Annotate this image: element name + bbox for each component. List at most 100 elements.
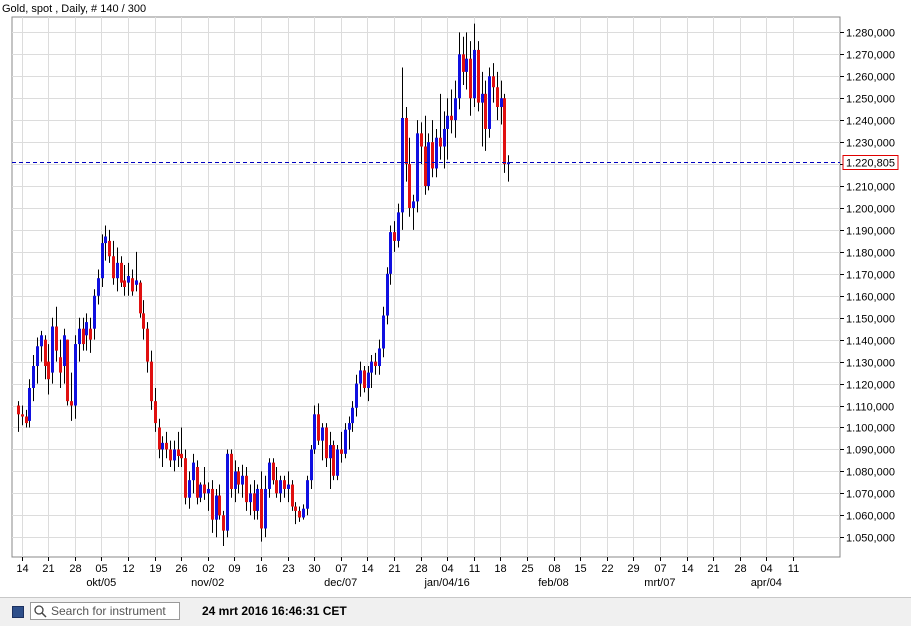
x-month-label: dec/07	[324, 577, 357, 589]
x-tick-label: 23	[282, 563, 294, 575]
candle-up	[359, 370, 362, 384]
y-tick-label: 1.270,000	[846, 50, 895, 62]
candle-up	[473, 49, 476, 99]
x-tick-label: 09	[228, 563, 240, 575]
candle-up	[32, 366, 35, 388]
candle-up	[412, 201, 415, 208]
candle-up	[127, 276, 130, 283]
x-tick-label: 15	[574, 563, 586, 575]
y-tick-label: 1.210,000	[846, 182, 895, 194]
last-price-label: 1.220,805	[846, 158, 895, 170]
x-tick-label: 02	[202, 563, 214, 575]
y-tick-label: 1.190,000	[846, 226, 895, 238]
y-tick-label: 1.140,000	[846, 336, 895, 348]
candle-up	[397, 212, 400, 241]
candle-up	[348, 423, 351, 430]
x-month-label: okt/05	[86, 577, 116, 589]
candle-down	[154, 401, 157, 424]
candle-down	[477, 49, 480, 103]
candle-down	[70, 401, 73, 406]
candle-down	[25, 416, 28, 424]
candle-up	[28, 387, 31, 421]
search-box[interactable]	[30, 602, 180, 620]
candle-up	[78, 328, 81, 345]
x-tick-label: 07	[654, 563, 666, 575]
x-tick-label: 16	[255, 563, 267, 575]
candle-up	[36, 346, 39, 367]
x-tick-label: 04	[760, 563, 772, 575]
search-input[interactable]	[51, 603, 179, 619]
candle-down	[158, 427, 161, 450]
candle-up	[481, 93, 484, 103]
candle-down	[294, 506, 297, 511]
candle-down	[150, 361, 153, 402]
x-tick-label: 28	[734, 563, 746, 575]
candle-down	[405, 117, 408, 165]
candle-up	[302, 508, 305, 518]
candle-down	[272, 462, 275, 481]
candle-up	[355, 383, 358, 408]
candle-down	[503, 98, 506, 165]
y-tick-label: 1.120,000	[846, 380, 895, 392]
candle-up	[93, 295, 96, 329]
candle-down	[230, 453, 233, 489]
candle-up	[367, 372, 370, 388]
candle-down	[298, 510, 301, 518]
candle-down	[340, 449, 343, 454]
candle-up	[370, 361, 373, 373]
x-month-label: feb/08	[538, 577, 569, 589]
candle-down	[203, 484, 206, 494]
x-tick-label: 11	[788, 563, 799, 575]
candle-down	[462, 54, 465, 72]
candle-down	[363, 370, 366, 388]
y-tick-label: 1.200,000	[846, 204, 895, 216]
candle-up	[389, 232, 392, 274]
y-tick-label: 1.170,000	[846, 270, 895, 282]
x-tick-label: 26	[175, 563, 187, 575]
candle-down	[21, 414, 24, 417]
x-tick-label: 21	[388, 563, 400, 575]
y-tick-label: 1.110,000	[846, 402, 894, 414]
candle-up	[234, 471, 237, 489]
x-tick-label: 14	[16, 563, 28, 575]
candle-up	[264, 488, 267, 529]
candle-up	[249, 493, 252, 503]
chart-plot[interactable]: 1.050,000 1.060,000 1.070,000 1.080,000 1.09…	[0, 0, 911, 597]
candle-up	[188, 480, 191, 498]
y-tick-label: 1.130,000	[846, 358, 895, 370]
candle-down	[44, 339, 47, 367]
x-month-label: apr/04	[751, 577, 782, 589]
candle-up	[435, 137, 438, 169]
x-tick-label: 22	[601, 563, 613, 575]
candle-up	[101, 243, 104, 279]
timestamp: 24 mrt 2016 16:46:31 CET	[202, 604, 347, 618]
window-square-icon[interactable]	[12, 606, 24, 618]
candle-up	[336, 449, 339, 476]
x-tick-label: 11	[469, 563, 480, 575]
candle-up	[507, 162, 510, 165]
candle-up	[351, 407, 354, 424]
candle-down	[374, 361, 377, 367]
x-tick-label: 29	[627, 563, 639, 575]
candle-up	[74, 344, 77, 406]
candle-down	[469, 58, 472, 99]
chart-axes: 1.050,000 1.060,000 1.070,000 1.080,000 1.09…	[12, 28, 899, 589]
candle-up	[161, 442, 164, 450]
x-tick-label: 05	[95, 563, 107, 575]
candle-down	[123, 280, 126, 287]
y-tick-label: 1.260,000	[846, 72, 895, 84]
chart-grid	[11, 16, 841, 558]
x-tick-label: 07	[335, 563, 347, 575]
x-month-label: nov/02	[191, 577, 224, 589]
candle-up	[427, 142, 430, 187]
candle-down	[82, 328, 85, 345]
y-tick-label: 1.080,000	[846, 467, 895, 479]
x-tick-label: 14	[681, 563, 693, 575]
candle-up	[116, 262, 119, 279]
candle-down	[431, 142, 434, 169]
candle-down	[169, 449, 172, 461]
candle-down	[237, 471, 240, 485]
y-tick-label: 1.070,000	[846, 489, 895, 501]
candle-down	[120, 262, 123, 283]
candle-up	[458, 54, 461, 99]
